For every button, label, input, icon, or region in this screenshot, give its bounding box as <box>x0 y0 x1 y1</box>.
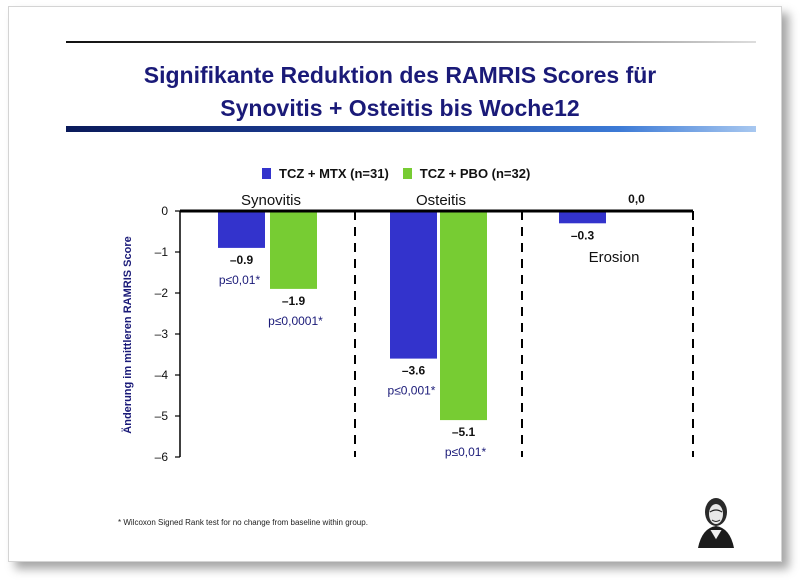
y-tick-label: –2 <box>155 286 169 300</box>
y-tick-label: –4 <box>155 368 169 382</box>
category-label-erosion: Erosion <box>589 249 640 266</box>
y-tick-label: –3 <box>155 327 169 341</box>
legend-label-tcz-mtx: TCZ + MTX (n=31) <box>279 166 389 181</box>
footnote: * Wilcoxon Signed Rank test for no chang… <box>118 518 368 527</box>
title-top-rule <box>66 41 756 43</box>
data-label-erosion-series-2: 0,0 <box>628 192 645 206</box>
title-line-1: Signifikante Reduktion des RAMRIS Scores… <box>143 62 657 88</box>
legend-swatch-tcz-mtx <box>262 168 271 179</box>
bar-osteitis-series-1 <box>390 211 437 359</box>
data-label-osteitis-series-1: –3.6 <box>402 364 426 378</box>
category-label-synovitis: Synovitis <box>241 192 301 209</box>
y-tick-label: –1 <box>155 245 169 259</box>
category-label-osteitis: Osteitis <box>416 192 466 209</box>
p-value-osteitis-series-2: p≤0,01* <box>445 445 487 459</box>
goethe-portrait-logo <box>698 498 734 548</box>
chart-legend: TCZ + MTX (n=31) TCZ + PBO (n=32) <box>262 166 530 181</box>
bar-synovitis-series-2 <box>270 211 317 289</box>
p-value-synovitis-series-1: p≤0,01* <box>219 273 261 287</box>
bar-osteitis-series-2 <box>440 211 487 421</box>
y-tick-label: –6 <box>155 450 169 464</box>
y-tick-label: 0 <box>161 204 168 218</box>
y-axis-label: Änderung im mittleren RAMRIS Score <box>121 236 134 433</box>
p-value-synovitis-series-2: p≤0,0001* <box>268 314 323 328</box>
legend-label-tcz-pbo: TCZ + PBO (n=32) <box>419 166 531 181</box>
data-label-synovitis-series-1: –0.9 <box>230 253 254 267</box>
data-label-erosion-series-1: –0.3 <box>571 228 595 242</box>
title-line-2: Synovitis + Osteitis bis Woche12 <box>220 95 580 121</box>
title-bottom-rule <box>66 126 756 132</box>
data-label-osteitis-series-2: –5.1 <box>452 425 476 439</box>
y-tick-label: –5 <box>155 409 169 423</box>
p-value-osteitis-series-1: p≤0,001* <box>388 384 436 398</box>
legend-swatch-tcz-pbo <box>402 168 412 179</box>
bar-erosion-series-1 <box>559 211 606 224</box>
bar-synovitis-series-1 <box>218 211 265 248</box>
data-label-synovitis-series-2: –1.9 <box>282 294 306 308</box>
